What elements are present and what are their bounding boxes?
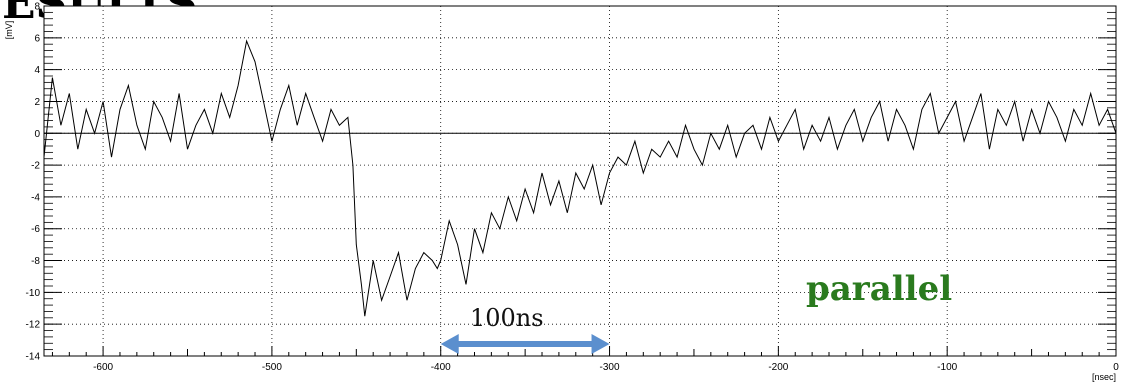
series-line (43, 39, 1117, 317)
x-tick-label: -100 (937, 362, 957, 373)
y-axis-label: [mV] (4, 21, 14, 40)
y-tick-label: -2 (31, 161, 40, 172)
arrow-head-left (440, 334, 459, 354)
y-tick-label: 2 (34, 97, 40, 108)
y-tick-label: -6 (31, 224, 40, 235)
x-tick-label: 0 (1113, 362, 1119, 373)
y-tick-label: 8 (34, 2, 40, 13)
x-tick-label: -500 (262, 362, 282, 373)
annotation-parallel: parallel (806, 269, 952, 309)
y-tick-label: -8 (31, 256, 40, 267)
y-tick-label: 4 (34, 65, 40, 76)
axis-ticks (44, 5, 1117, 357)
y-tick-label: -14 (26, 352, 41, 363)
y-tick-label: -12 (26, 320, 41, 331)
tick-labels: -600 -500 -400 -300 -200 -100 0 -14 -12 -10 -8 -6 -4… (26, 2, 1120, 374)
y-tick-label: 0 (34, 129, 40, 140)
x-tick-label: -400 (431, 362, 451, 373)
double-arrow (440, 334, 610, 354)
x-tick-label: -300 (600, 362, 620, 373)
x-tick-label: -200 (768, 362, 788, 373)
y-tick-label: -10 (26, 288, 41, 299)
arrow-head-right (591, 334, 610, 354)
x-tick-label: -600 (93, 362, 113, 373)
annotation-100ns: 100ns (470, 304, 544, 332)
x-axis-label: [nsec] (1092, 372, 1116, 382)
y-tick-label: 6 (34, 33, 40, 44)
y-tick-label: -4 (31, 192, 40, 203)
